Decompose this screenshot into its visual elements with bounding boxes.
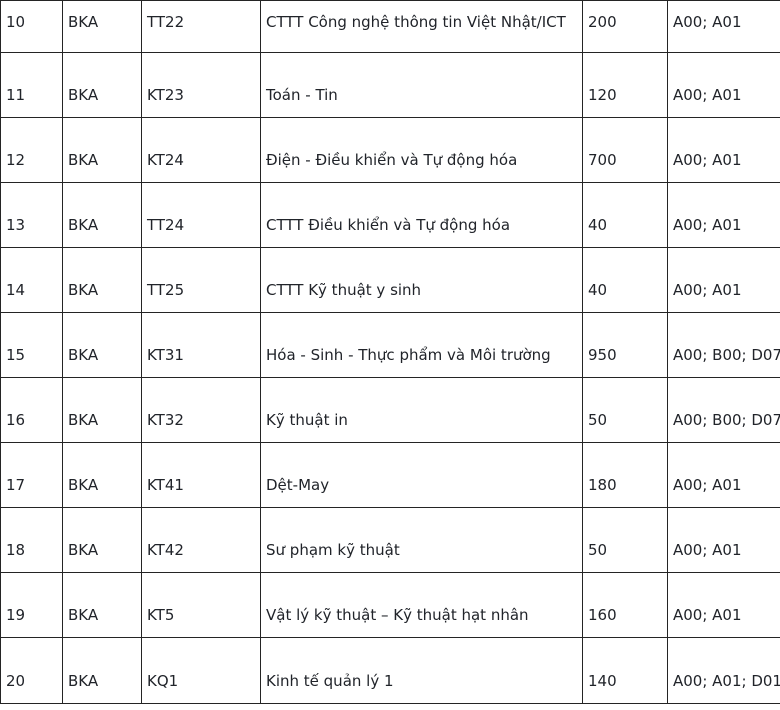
cell-stt: 15 bbox=[0, 312, 63, 378]
cell-major-name: CTTT Công nghệ thông tin Việt Nhật/ICT bbox=[260, 0, 583, 53]
cell-stt: 14 bbox=[0, 247, 63, 313]
cell-subject-combinations: A00; A01 bbox=[667, 52, 780, 118]
cell-school-code: BKA bbox=[62, 572, 142, 638]
cell-stt: 11 bbox=[0, 52, 63, 118]
cell-subject-combinations: A00; A01 bbox=[667, 0, 780, 53]
cell-subject-combinations: A00; A01 bbox=[667, 442, 780, 508]
cell-major-code: KT23 bbox=[141, 52, 261, 118]
table-row: 18 BKA KT42 Sư phạm kỹ thuật 50 A00; A01 bbox=[0, 507, 780, 573]
cell-major-code: KT31 bbox=[141, 312, 261, 378]
table-row: 19 BKA KT5 Vật lý kỹ thuật – Kỹ thuật hạ… bbox=[0, 572, 780, 638]
table-row: 11 BKA KT23 Toán - Tin 120 A00; A01 bbox=[0, 52, 780, 118]
cell-stt: 10 bbox=[0, 0, 63, 53]
cell-school-code: BKA bbox=[62, 377, 142, 443]
cell-quota: 40 bbox=[582, 247, 668, 313]
cell-stt: 16 bbox=[0, 377, 63, 443]
cell-school-code: BKA bbox=[62, 312, 142, 378]
cell-stt: 19 bbox=[0, 572, 63, 638]
table-row: 15 BKA KT31 Hóa - Sinh - Thực phẩm và Mô… bbox=[0, 312, 780, 378]
cell-school-code: BKA bbox=[62, 182, 142, 248]
cell-quota: 180 bbox=[582, 442, 668, 508]
table-row: 16 BKA KT32 Kỹ thuật in 50 A00; B00; D07 bbox=[0, 377, 780, 443]
cell-major-code: KT41 bbox=[141, 442, 261, 508]
cell-quota: 200 bbox=[582, 0, 668, 53]
cell-major-code: TT22 bbox=[141, 0, 261, 53]
cell-school-code: BKA bbox=[62, 117, 142, 183]
cell-school-code: BKA bbox=[62, 247, 142, 313]
cell-major-code: KT32 bbox=[141, 377, 261, 443]
cell-major-code: KQ1 bbox=[141, 637, 261, 704]
table-row: 13 BKA TT24 CTTT Điều khiển và Tự động h… bbox=[0, 182, 780, 248]
table-row: 17 BKA KT41 Dệt-May 180 A00; A01 bbox=[0, 442, 780, 508]
cell-quota: 50 bbox=[582, 507, 668, 573]
cell-subject-combinations: A00; A01 bbox=[667, 572, 780, 638]
cell-school-code: BKA bbox=[62, 0, 142, 53]
cell-major-code: TT25 bbox=[141, 247, 261, 313]
cell-stt: 20 bbox=[0, 637, 63, 704]
cell-subject-combinations: A00; B00; D07 bbox=[667, 312, 780, 378]
cell-school-code: BKA bbox=[62, 637, 142, 704]
cell-subject-combinations: A00; A01 bbox=[667, 117, 780, 183]
cell-subject-combinations: A00; B00; D07 bbox=[667, 377, 780, 443]
table-row: 10 BKA TT22 CTTT Công nghệ thông tin Việ… bbox=[0, 0, 780, 53]
cell-stt: 13 bbox=[0, 182, 63, 248]
cell-quota: 120 bbox=[582, 52, 668, 118]
cell-subject-combinations: A00; A01; D01 bbox=[667, 637, 780, 704]
table-row: 20 BKA KQ1 Kinh tế quản lý 1 140 A00; A0… bbox=[0, 637, 780, 704]
cell-quota: 140 bbox=[582, 637, 668, 704]
cell-major-code: KT24 bbox=[141, 117, 261, 183]
cell-major-name: Kinh tế quản lý 1 bbox=[260, 637, 583, 704]
cell-subject-combinations: A00; A01 bbox=[667, 507, 780, 573]
cell-quota: 950 bbox=[582, 312, 668, 378]
cell-major-name: Hóa - Sinh - Thực phẩm và Môi trường bbox=[260, 312, 583, 378]
cell-subject-combinations: A00; A01 bbox=[667, 247, 780, 313]
table-row: 14 BKA TT25 CTTT Kỹ thuật y sinh 40 A00;… bbox=[0, 247, 780, 313]
cell-major-name: Dệt-May bbox=[260, 442, 583, 508]
cell-major-name: CTTT Kỹ thuật y sinh bbox=[260, 247, 583, 313]
cell-quota: 700 bbox=[582, 117, 668, 183]
cell-school-code: BKA bbox=[62, 507, 142, 573]
cell-quota: 40 bbox=[582, 182, 668, 248]
cell-major-code: KT42 bbox=[141, 507, 261, 573]
cell-major-name: Sư phạm kỹ thuật bbox=[260, 507, 583, 573]
cell-school-code: BKA bbox=[62, 52, 142, 118]
cell-quota: 50 bbox=[582, 377, 668, 443]
cell-stt: 12 bbox=[0, 117, 63, 183]
table-row: 12 BKA KT24 Điện - Điều khiển và Tự động… bbox=[0, 117, 780, 183]
cell-major-name: Vật lý kỹ thuật – Kỹ thuật hạt nhân bbox=[260, 572, 583, 638]
cell-quota: 160 bbox=[582, 572, 668, 638]
cell-stt: 17 bbox=[0, 442, 63, 508]
cell-major-name: CTTT Điều khiển và Tự động hóa bbox=[260, 182, 583, 248]
cell-major-name: Toán - Tin bbox=[260, 52, 583, 118]
cell-major-code: KT5 bbox=[141, 572, 261, 638]
cell-major-name: Điện - Điều khiển và Tự động hóa bbox=[260, 117, 583, 183]
cell-major-name: Kỹ thuật in bbox=[260, 377, 583, 443]
cell-major-code: TT24 bbox=[141, 182, 261, 248]
cell-school-code: BKA bbox=[62, 442, 142, 508]
cell-stt: 18 bbox=[0, 507, 63, 573]
cell-subject-combinations: A00; A01 bbox=[667, 182, 780, 248]
